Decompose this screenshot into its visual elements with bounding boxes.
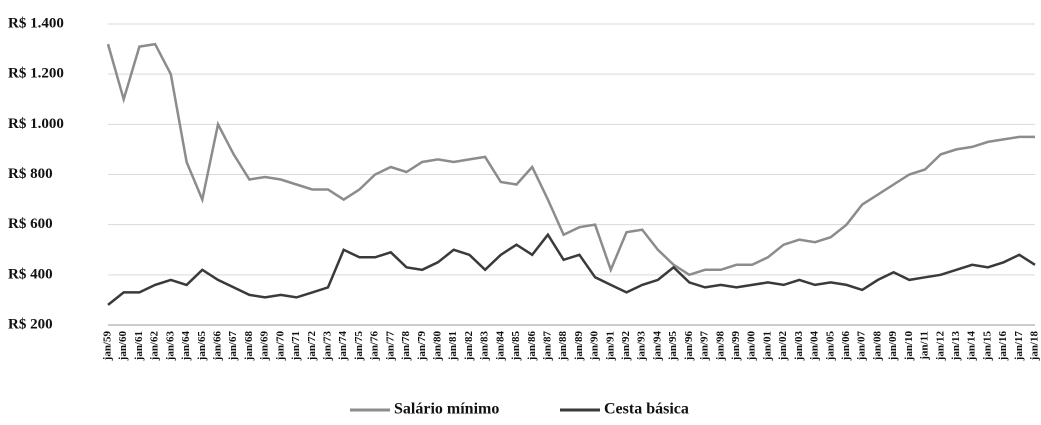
- x-tick-label: jan/84: [494, 331, 506, 362]
- x-tick-label: jan/12: [934, 331, 946, 362]
- x-tick-label: jan/76: [369, 331, 381, 362]
- x-tick-label: jan/68: [243, 331, 255, 362]
- y-tick-label: R$ 1.200: [8, 66, 64, 82]
- x-tick-label: jan/61: [133, 331, 145, 361]
- x-tick-label: jan/91: [604, 331, 616, 361]
- y-tick-label: R$ 600: [8, 216, 53, 232]
- x-tick-label: jan/08: [871, 331, 883, 362]
- x-tick-label: jan/79: [416, 331, 428, 362]
- x-tick-label: jan/11: [919, 331, 931, 361]
- x-tick-label: jan/09: [887, 331, 899, 362]
- x-tick-label: jan/98: [714, 331, 726, 362]
- x-tick-label: jan/62: [149, 331, 161, 362]
- x-tick-label: jan/63: [164, 331, 176, 362]
- series-line: [107, 232, 1036, 306]
- x-tick-label: jan/70: [274, 331, 286, 362]
- x-tick-label: jan/18: [1029, 331, 1041, 362]
- x-tick-label: jan/60: [117, 331, 129, 362]
- x-tick-label: jan/17: [1013, 331, 1025, 362]
- x-tick-label: jan/13: [950, 331, 962, 362]
- x-tick-label: jan/59: [102, 331, 114, 362]
- x-tick-label: jan/81: [447, 331, 459, 361]
- legend-label: Cesta básica: [604, 401, 689, 418]
- x-tick-label: jan/64: [180, 331, 192, 362]
- y-tick-label: R$ 200: [8, 316, 53, 332]
- y-tick-label: R$ 1.000: [8, 116, 64, 132]
- x-tick-label: jan/02: [777, 331, 789, 362]
- x-tick-label: jan/95: [667, 331, 679, 362]
- x-tick-label: jan/80: [431, 331, 443, 362]
- x-tick-label: jan/85: [510, 331, 522, 362]
- x-tick-label: jan/10: [903, 331, 915, 362]
- x-tick-label: jan/99: [730, 331, 742, 362]
- x-tick-label: jan/71: [290, 331, 302, 361]
- x-tick-label: jan/78: [400, 331, 412, 362]
- x-tick-label: jan/65: [196, 331, 208, 362]
- x-tick-label: jan/01: [761, 331, 773, 361]
- y-tick-label: R$ 400: [8, 266, 53, 282]
- x-tick-label: jan/86: [526, 331, 538, 362]
- x-tick-label: jan/15: [981, 331, 993, 362]
- y-tick-label: R$ 1.400: [8, 15, 64, 31]
- x-tick-label: jan/73: [321, 331, 333, 362]
- x-tick-label: jan/89: [573, 331, 585, 362]
- x-tick-label: jan/14: [966, 331, 978, 362]
- x-tick-label: jan/93: [636, 331, 648, 362]
- x-tick-label: jan/83: [479, 331, 491, 362]
- x-tick-label: jan/74: [337, 331, 349, 362]
- series-line: [106, 42, 1035, 277]
- x-tick-label: jan/88: [557, 331, 569, 362]
- x-tick-label: jan/16: [997, 331, 1009, 362]
- x-tick-label: jan/90: [589, 331, 601, 362]
- x-tick-label: jan/03: [793, 331, 805, 362]
- x-tick-label: jan/82: [463, 331, 475, 362]
- x-tick-label: jan/77: [384, 331, 396, 362]
- legend-label: Salário mínimo: [394, 401, 499, 418]
- x-tick-label: jan/66: [212, 331, 224, 362]
- x-tick-label: jan/96: [683, 331, 695, 362]
- y-tick-label: R$ 800: [8, 166, 53, 182]
- x-tick-label: jan/04: [809, 331, 821, 362]
- x-tick-label: jan/87: [541, 331, 553, 362]
- x-tick-label: jan/72: [306, 331, 318, 362]
- x-tick-label: jan/75: [353, 331, 365, 362]
- x-tick-label: jan/94: [651, 331, 663, 362]
- x-tick-label: jan/00: [746, 331, 758, 362]
- x-tick-label: jan/67: [227, 331, 239, 362]
- x-tick-label: jan/05: [824, 331, 836, 362]
- x-tick-label: jan/69: [259, 331, 271, 362]
- x-tick-label: jan/07: [856, 331, 868, 362]
- x-tick-label: jan/92: [620, 331, 632, 362]
- x-tick-label: jan/97: [699, 331, 711, 362]
- x-tick-label: jan/06: [840, 331, 852, 362]
